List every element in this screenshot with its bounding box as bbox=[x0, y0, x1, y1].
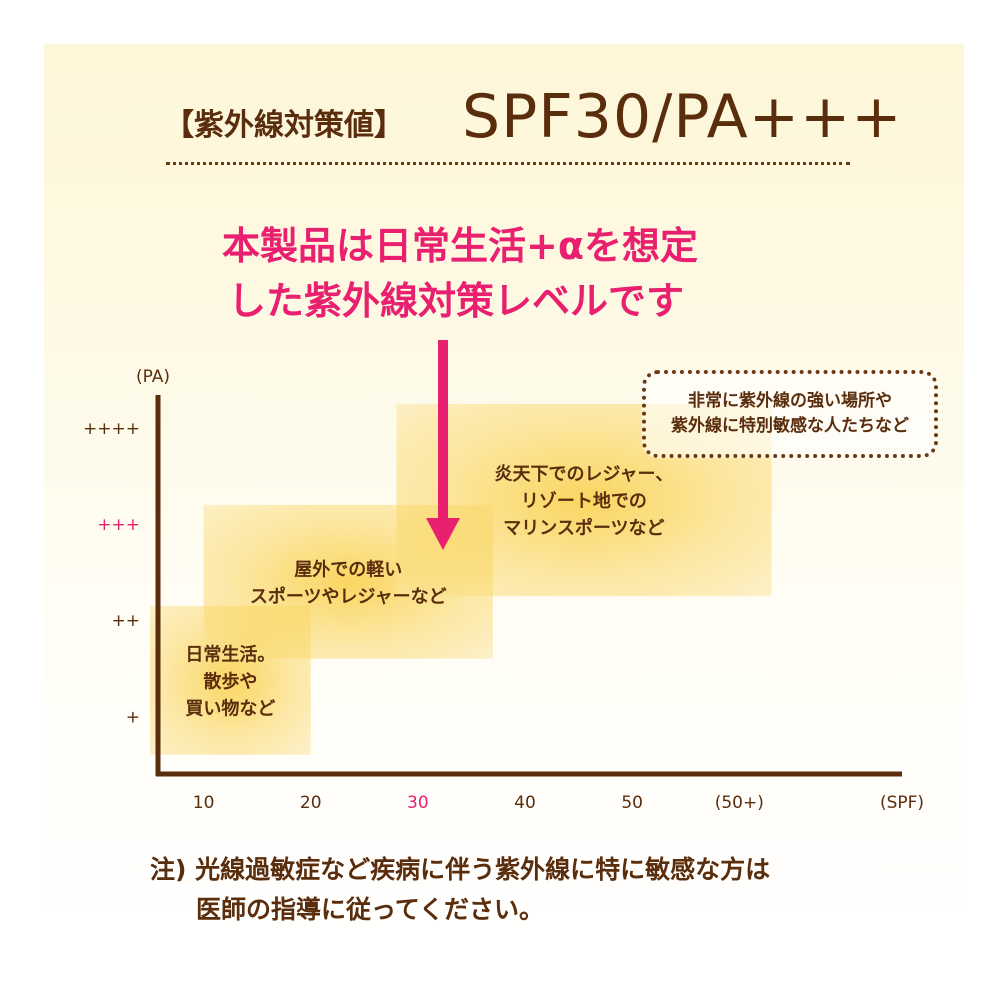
region-3-label-line-2: リゾート地での bbox=[521, 490, 647, 512]
caution-note-line-1: 注) 光線過敏症など疾病に伴う紫外線に特に敏感な方は bbox=[150, 855, 771, 884]
y-axis-title: (PA) bbox=[136, 367, 170, 387]
header-dotted-divider bbox=[166, 162, 850, 165]
header-label: 【紫外線対策値】 bbox=[164, 108, 404, 143]
region-layer bbox=[150, 404, 772, 755]
region-1-label-line-1: 日常生活。 bbox=[185, 643, 275, 665]
callout-line-1: 非常に紫外線の強い場所や bbox=[688, 391, 892, 412]
x-tick-label: 10 bbox=[193, 793, 215, 813]
extreme-use-callout: 非常に紫外線の強い場所や 紫外線に特別敏感な人たちなど bbox=[642, 370, 938, 458]
region-1-label-line-3: 買い物など bbox=[185, 697, 275, 719]
region-1-label-line-2: 散歩や bbox=[203, 670, 257, 692]
x-axis-title: (SPF) bbox=[880, 793, 924, 813]
y-tick-label: ++++ bbox=[83, 419, 140, 439]
region-2-label-line-1: 屋外での軽い bbox=[294, 558, 402, 580]
product-arrow-head bbox=[426, 518, 460, 550]
region-2-label-line-2: スポーツやレジャーなど bbox=[250, 585, 447, 607]
x-tick-label: 40 bbox=[514, 793, 536, 813]
y-tick-label: +++ bbox=[97, 515, 140, 535]
caution-note-line-2: 医師の指導に従ってください。 bbox=[196, 895, 545, 924]
y-tick-label: ++ bbox=[112, 611, 141, 631]
x-tick-label: 20 bbox=[300, 793, 322, 813]
header-spf-pa-value: SPF30/PA+++ bbox=[462, 82, 903, 152]
product-arrow-shaft bbox=[438, 340, 448, 520]
lead-text-line-1: 本製品は日常生活+αを想定 bbox=[222, 224, 698, 268]
callout-line-2: 紫外線に特別敏感な人たちなど bbox=[671, 416, 909, 436]
x-tick-label: (50+) bbox=[715, 793, 764, 813]
region-3-label-line-1: 炎天下でのレジャー、 bbox=[494, 464, 673, 485]
y-tick-label: + bbox=[126, 707, 140, 727]
x-tick-label: 30 bbox=[407, 793, 429, 813]
x-tick-label: 50 bbox=[621, 793, 643, 813]
region-3-label-line-3: マリンスポーツなど bbox=[503, 517, 664, 539]
axes-layer: ++++++++++10 20 30 40 50 (50+)(PA)(SPF) bbox=[83, 367, 924, 813]
lead-text-line-2: した紫外線対策レベルです bbox=[227, 279, 684, 323]
